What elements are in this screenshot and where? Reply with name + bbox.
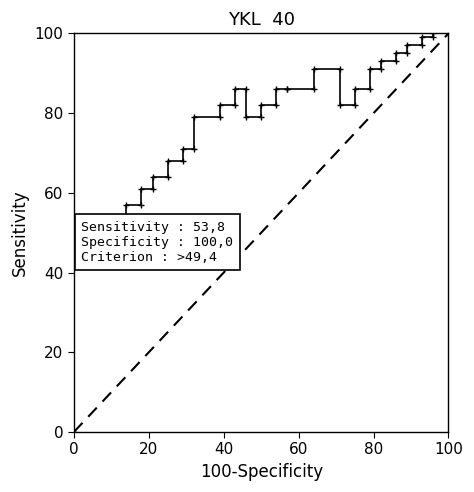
X-axis label: 100-Specificity: 100-Specificity xyxy=(200,463,323,481)
Title: YKL  40: YKL 40 xyxy=(228,11,295,29)
Text: Sensitivity : 53,8
Specificity : 100,0
Criterion : >49,4: Sensitivity : 53,8 Specificity : 100,0 C… xyxy=(82,221,234,264)
Y-axis label: Sensitivity: Sensitivity xyxy=(11,189,29,276)
